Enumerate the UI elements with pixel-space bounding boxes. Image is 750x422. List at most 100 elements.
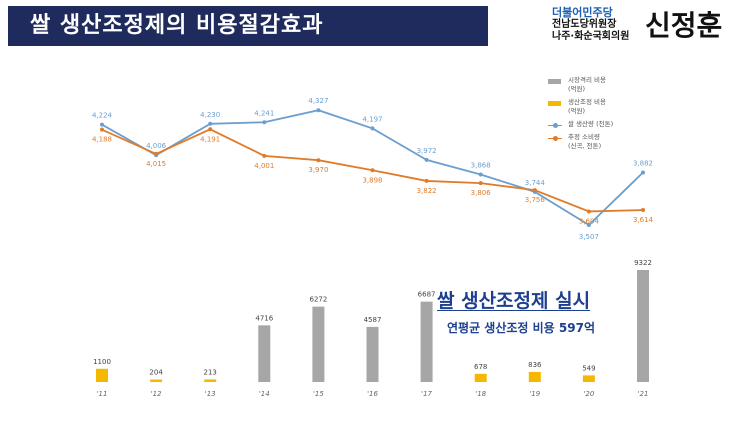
line-value-label: 4,241	[254, 109, 274, 117]
bar	[637, 270, 649, 382]
data-point	[370, 126, 375, 131]
data-point	[532, 188, 537, 193]
data-point	[154, 151, 159, 156]
chart-legend: 시장격리 비용 (억원) 생산조정 비용 (억원) 쌀 생산량 (천톤) 추정 …	[548, 76, 668, 155]
line-value-label: 3,614	[633, 216, 654, 224]
x-tick-label: '19	[529, 390, 540, 398]
line-value-label: 3,604	[579, 217, 600, 225]
x-tick-label: '17	[421, 390, 432, 398]
data-point	[316, 108, 321, 113]
legend-item-consumption: 추정 소비량 (신곡, 천톤)	[548, 133, 668, 151]
data-point	[370, 168, 375, 173]
person-name: 신정훈	[645, 9, 723, 42]
line-value-label: 3,822	[417, 187, 437, 195]
legend-swatch	[548, 79, 561, 84]
data-point	[208, 121, 213, 126]
role-assembly: 나주·화순국회의원	[552, 31, 630, 42]
bar-value-label: 204	[149, 369, 163, 377]
line-value-label: 3,507	[579, 233, 599, 241]
line-value-label: 3,972	[417, 147, 437, 155]
legend-swatch	[548, 101, 561, 106]
bar-value-label: 213	[204, 368, 217, 376]
legend-item-adjust-cost: 생산조정 비용 (억원)	[548, 98, 668, 116]
bar	[258, 325, 271, 382]
x-tick-label: '12	[151, 390, 162, 398]
data-point	[262, 120, 267, 125]
line-value-label: 3,882	[633, 160, 653, 168]
party-block: 더불어민주당 전남도당위원장 나주·화순국회의원	[552, 6, 642, 43]
bar-value-label: 9322	[634, 259, 652, 267]
legend-item-production: 쌀 생산량 (천톤)	[548, 120, 668, 129]
legend-label: 생산조정 비용	[568, 98, 606, 106]
bar	[474, 373, 487, 382]
bar-value-label: 549	[582, 364, 595, 372]
line-value-label: 4,230	[200, 111, 220, 119]
line-value-label: 3,756	[525, 196, 546, 204]
line-value-label: 3,970	[308, 166, 328, 174]
legend-label-inline: 쌀 생산량 (천톤)	[568, 120, 668, 129]
bar-value-label: 6687	[418, 291, 436, 299]
line-value-label: 4,224	[92, 112, 113, 120]
bar	[96, 368, 108, 382]
line-value-label: 4,327	[308, 97, 328, 105]
legend-label: 시장격리 비용	[568, 76, 606, 84]
data-point	[641, 208, 645, 213]
x-tick-label: '21	[638, 390, 649, 398]
line-value-label: 3,806	[471, 189, 492, 197]
line-value-label: 4,188	[92, 136, 112, 144]
page-title: 쌀 생산조정제의 비용절감효과	[8, 6, 488, 46]
bar	[366, 326, 379, 382]
bar	[528, 371, 541, 382]
legend-unit: (천톤)	[596, 120, 614, 128]
bar	[312, 306, 325, 382]
line-value-label: 3,868	[471, 161, 491, 169]
bar	[150, 379, 163, 382]
bar-value-label: 4587	[364, 316, 382, 324]
x-tick-label: '20	[583, 390, 594, 398]
x-tick-label: '13	[205, 390, 216, 398]
legend-dot	[553, 136, 558, 141]
line-value-label: 4,001	[254, 162, 274, 170]
data-point	[100, 127, 104, 132]
line-value-label: 4,006	[146, 142, 167, 150]
bar-value-label: 678	[474, 363, 487, 371]
line-value-label: 3,744	[525, 179, 546, 187]
legend-item-market-cost: 시장격리 비용 (억원)	[548, 76, 668, 94]
legend-unit: (억원)	[568, 107, 586, 115]
bar-value-label: 836	[528, 361, 542, 369]
data-point	[316, 158, 321, 163]
line-value-label: 3,898	[362, 176, 382, 184]
data-point	[208, 127, 213, 132]
x-tick-label: '14	[259, 390, 270, 398]
data-point	[586, 209, 591, 214]
line-value-label: 4,197	[362, 115, 382, 123]
legend-dot	[553, 123, 558, 128]
x-tick-label: '16	[367, 390, 378, 398]
annotation-title: 쌀 생산조정제 실시	[437, 290, 591, 312]
bar-value-label: 1100	[93, 358, 111, 366]
legend-unit: (억원)	[568, 85, 586, 93]
legend-unit: (신곡, 천톤)	[568, 142, 602, 150]
bar	[204, 379, 217, 382]
bar-value-label: 4716	[255, 314, 273, 322]
role-regional: 전남도당위원장	[552, 19, 617, 30]
bar-value-label: 6272	[309, 296, 327, 304]
line-value-label: 4,191	[200, 135, 220, 143]
annotation-subtitle: 연평균 생산조정 비용 597억	[447, 321, 595, 335]
data-point	[262, 153, 267, 158]
legend-label: 쌀 생산량	[568, 120, 594, 128]
bar	[420, 301, 433, 382]
data-point	[478, 172, 483, 177]
x-tick-label: '11	[97, 390, 108, 398]
data-point	[424, 178, 429, 183]
x-tick-label: '15	[313, 390, 324, 398]
data-point	[586, 223, 591, 228]
data-point	[641, 170, 645, 175]
data-point	[424, 157, 429, 162]
data-point	[478, 181, 483, 186]
data-point	[100, 122, 104, 127]
legend-label: 추정 소비량	[568, 133, 600, 141]
bar	[582, 375, 595, 382]
party-name: 더불어민주당	[552, 6, 613, 19]
